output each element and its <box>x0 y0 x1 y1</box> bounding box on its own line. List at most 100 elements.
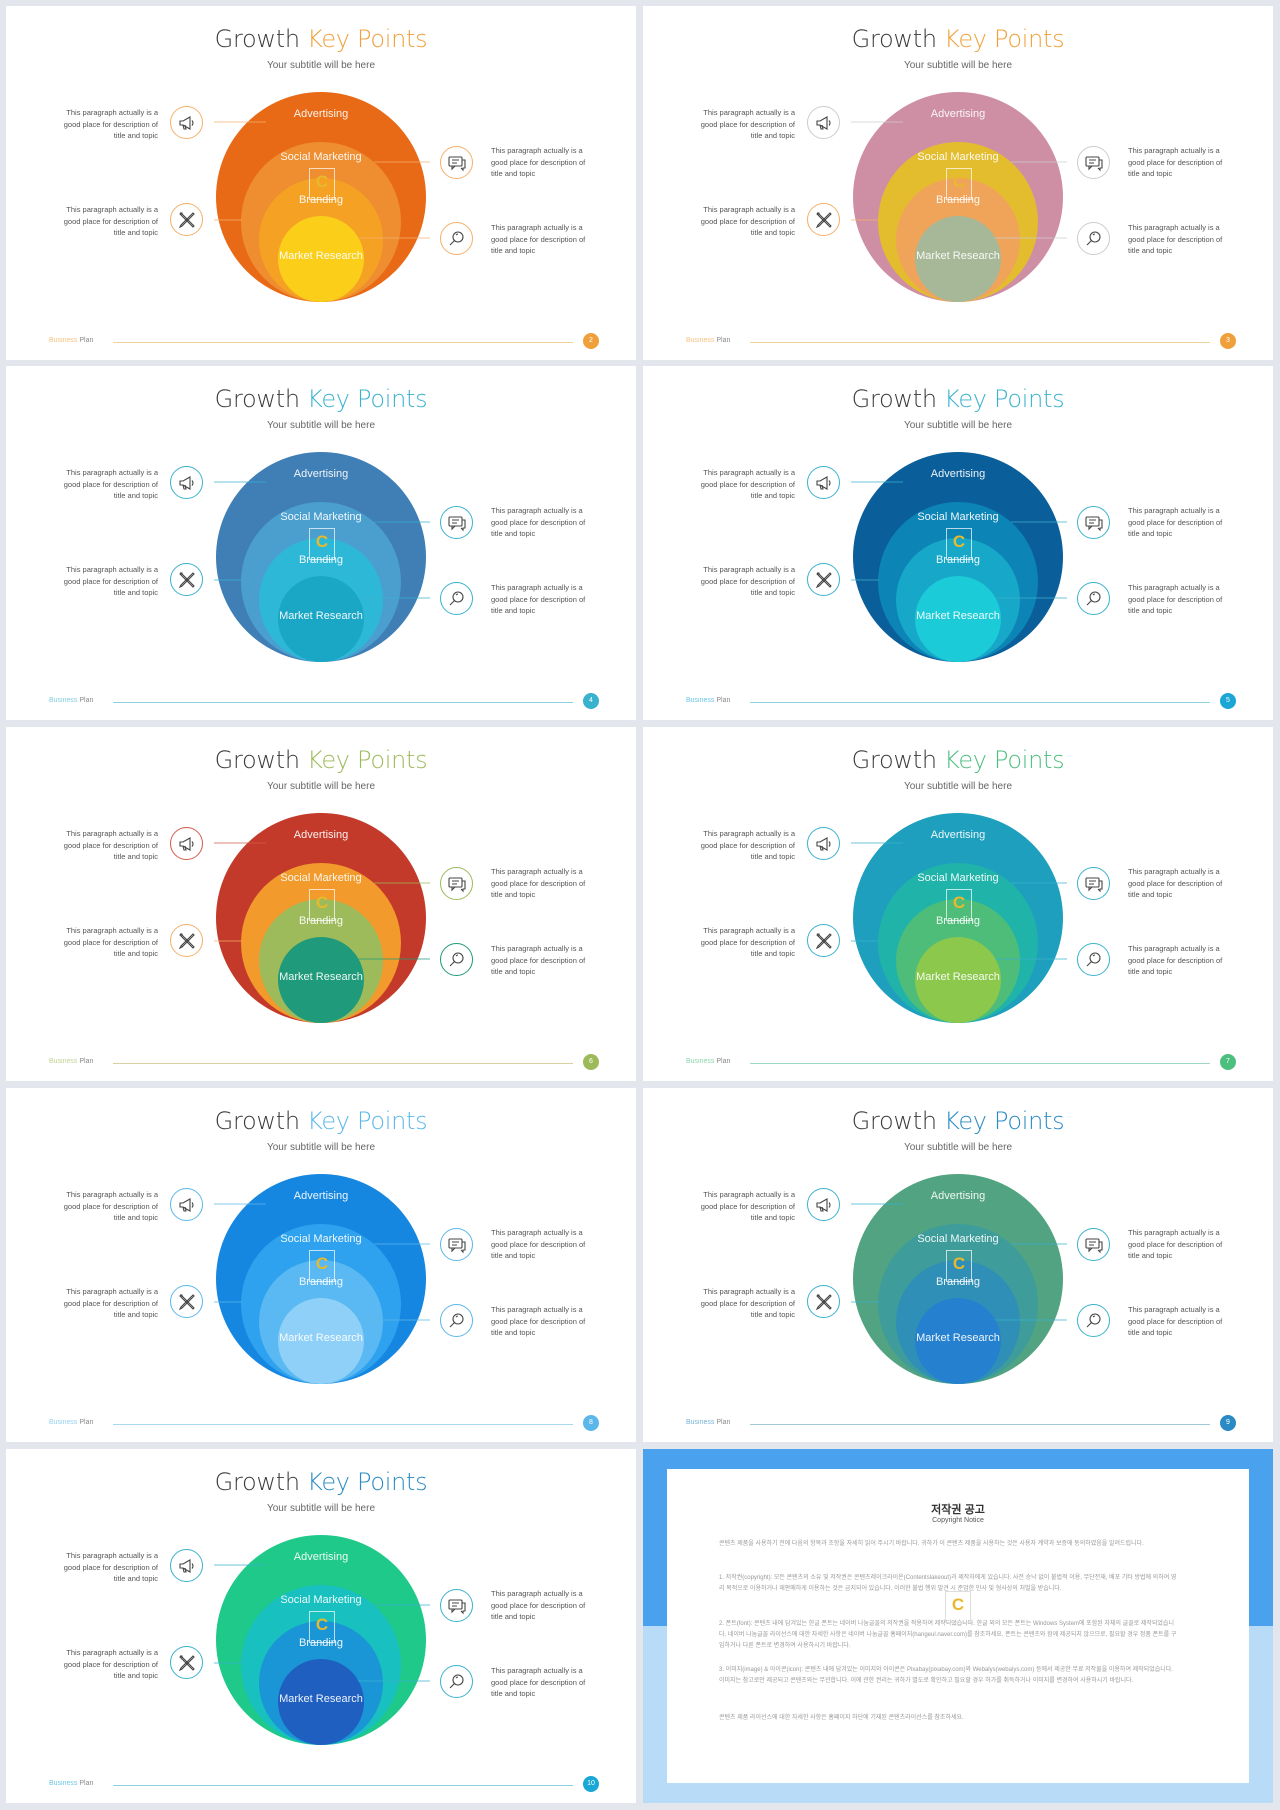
paragraph-top-right: This paragraph actually is a good place … <box>491 146 586 178</box>
paragraph-bottom-right: This paragraph actually is a good place … <box>491 1666 586 1698</box>
watermark-letter: C <box>315 532 329 551</box>
title-main: Growth <box>214 1107 300 1135</box>
chat-icon <box>440 1228 473 1261</box>
tools-icon <box>807 563 840 596</box>
search-icon <box>1077 222 1110 255</box>
tools-icon <box>807 1285 840 1318</box>
page-number-badge: 3 <box>1220 333 1236 349</box>
label-market-research: Market Research <box>916 1332 1000 1344</box>
page-number-badge: 8 <box>583 1415 599 1431</box>
copyright-card: 저작권 공고 Copyright Notice 콘텐츠 제품을 사용하기 전에 … <box>667 1469 1249 1783</box>
tools-icon <box>170 924 203 957</box>
tools-icon <box>170 1646 203 1679</box>
paragraph-bottom-right: This paragraph actually is a good place … <box>1128 1305 1223 1337</box>
paragraph-bottom-right: This paragraph actually is a good place … <box>491 944 586 976</box>
megaphone-icon <box>170 106 203 139</box>
paragraph-bottom-right: This paragraph actually is a good place … <box>1128 583 1223 615</box>
slide-subtitle: Your subtitle will be here <box>903 420 1013 431</box>
slide-4: Growth Key Points Your subtitle will be … <box>643 366 1273 720</box>
slide-title: Growth Key Points <box>643 25 1273 53</box>
chat-icon <box>440 506 473 539</box>
slide-title: Growth Key Points <box>6 746 636 774</box>
megaphone-icon <box>807 106 840 139</box>
label-advertising: Advertising <box>930 829 986 841</box>
search-icon <box>1077 582 1110 615</box>
footer-line <box>113 342 573 343</box>
footer-word-1: Business <box>49 1419 78 1426</box>
slide-title: Growth Key Points <box>6 1107 636 1135</box>
watermark-logo: C <box>309 168 335 200</box>
nested-circles <box>214 1535 430 1745</box>
watermark-letter: C <box>315 1615 329 1634</box>
paragraph-top-left: This paragraph actually is a good place … <box>63 108 158 140</box>
search-icon <box>440 1304 473 1337</box>
watermark-letter: C <box>952 1254 966 1273</box>
label-market-research: Market Research <box>916 250 1000 262</box>
paragraph-bottom-left: This paragraph actually is a good place … <box>700 205 795 237</box>
title-accent: Key Points <box>944 385 1065 413</box>
label-advertising: Advertising <box>293 1551 349 1563</box>
footer-word-2: Plan <box>79 1058 94 1065</box>
chat-icon <box>440 146 473 179</box>
label-advertising: Advertising <box>930 468 986 480</box>
label-social-marketing: Social Marketing <box>280 872 362 884</box>
slide-subtitle: Your subtitle will be here <box>266 420 376 431</box>
title-main: Growth <box>851 1107 937 1135</box>
slide-6: Growth Key Points Your subtitle will be … <box>643 727 1273 1081</box>
slide-subtitle: Your subtitle will be here <box>266 1503 376 1514</box>
nested-circles <box>214 813 430 1023</box>
footer-label: Business Plan <box>49 697 93 704</box>
paragraph-bottom-right: This paragraph actually is a good place … <box>1128 223 1223 255</box>
watermark-logo: C <box>945 1591 971 1623</box>
paragraph-top-right: This paragraph actually is a good place … <box>1128 867 1223 899</box>
title-accent: Key Points <box>307 746 428 774</box>
footer-line <box>113 1424 573 1425</box>
megaphone-icon <box>170 1188 203 1221</box>
watermark-logo: C <box>946 168 972 200</box>
slide-copyright: 저작권 공고 Copyright Notice 콘텐츠 제품을 사용하기 전에 … <box>643 1449 1273 1803</box>
label-social-marketing: Social Marketing <box>917 151 999 163</box>
paragraph-bottom-left: This paragraph actually is a good place … <box>63 926 158 958</box>
label-advertising: Advertising <box>930 1190 986 1202</box>
slide-title: Growth Key Points <box>6 25 636 53</box>
paragraph-top-left: This paragraph actually is a good place … <box>700 108 795 140</box>
copyright-subtitle: Copyright Notice <box>932 1517 984 1524</box>
footer-line <box>750 342 1210 343</box>
paragraph-top-left: This paragraph actually is a good place … <box>63 829 158 861</box>
paragraph-bottom-left: This paragraph actually is a good place … <box>63 205 158 237</box>
watermark-logo: C <box>309 889 335 921</box>
title-main: Growth <box>214 746 300 774</box>
footer-word-2: Plan <box>716 337 731 344</box>
megaphone-icon <box>170 1549 203 1582</box>
label-advertising: Advertising <box>293 829 349 841</box>
footer-word-1: Business <box>686 697 715 704</box>
circle-layer-4 <box>915 576 1001 662</box>
search-icon <box>1077 1304 1110 1337</box>
page-number-badge: 5 <box>1220 693 1236 709</box>
watermark-letter: C <box>315 893 329 912</box>
label-social-marketing: Social Marketing <box>280 511 362 523</box>
page-number-badge: 9 <box>1220 1415 1236 1431</box>
title-accent: Key Points <box>944 25 1065 53</box>
paragraph-top-right: This paragraph actually is a good place … <box>491 867 586 899</box>
label-market-research: Market Research <box>279 1332 363 1344</box>
slide-5: Growth Key Points Your subtitle will be … <box>6 727 636 1081</box>
slide-title: Growth Key Points <box>643 746 1273 774</box>
title-main: Growth <box>214 385 300 413</box>
paragraph-bottom-right: This paragraph actually is a good place … <box>1128 944 1223 976</box>
label-market-research: Market Research <box>279 610 363 622</box>
label-market-research: Market Research <box>279 250 363 262</box>
slide-title: Growth Key Points <box>643 385 1273 413</box>
paragraph-top-left: This paragraph actually is a good place … <box>63 1551 158 1583</box>
slide-subtitle: Your subtitle will be here <box>903 60 1013 71</box>
page-number-badge: 6 <box>583 1054 599 1070</box>
watermark-letter: C <box>315 172 329 191</box>
paragraph-top-left: This paragraph actually is a good place … <box>700 1190 795 1222</box>
nested-circles <box>214 452 430 662</box>
circle-layer-4 <box>278 576 364 662</box>
title-main: Growth <box>214 1468 300 1496</box>
paragraph-top-left: This paragraph actually is a good place … <box>700 468 795 500</box>
paragraph-top-left: This paragraph actually is a good place … <box>700 829 795 861</box>
footer-label: Business Plan <box>49 337 93 344</box>
slide-title: Growth Key Points <box>6 385 636 413</box>
